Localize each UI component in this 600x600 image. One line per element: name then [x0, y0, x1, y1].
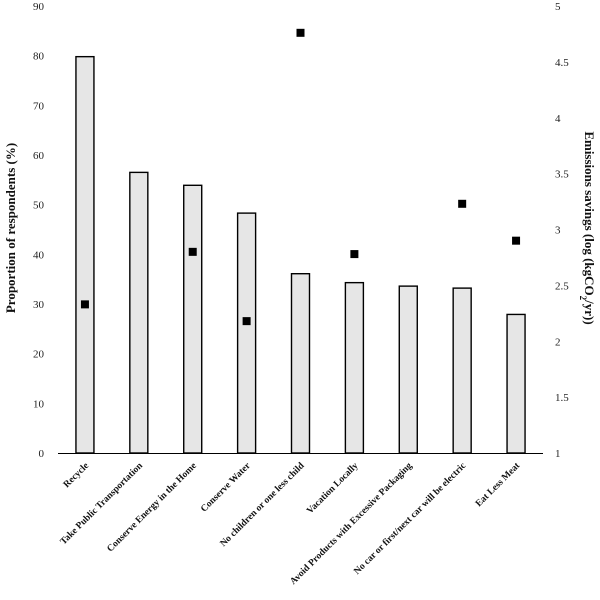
left-tick-label: 90	[33, 1, 45, 13]
right-tick-label: 1	[555, 448, 561, 460]
right-tick-label: 2	[555, 336, 561, 348]
left-tick-label: 80	[33, 51, 45, 63]
category-label: Eat Less Meat	[474, 460, 523, 509]
right-tick-label: 3	[555, 225, 561, 237]
left-tick-label: 70	[33, 100, 45, 112]
left-tick-label: 0	[39, 448, 45, 460]
right-tick-label: 4.5	[555, 57, 569, 69]
right-axis-ticks: 1 1.5 2 2.5 3 3.5 4 4.5 5	[555, 1, 569, 460]
bar-series	[75, 55, 526, 454]
left-tick-label: 20	[33, 349, 45, 361]
data-point-marker	[188, 247, 197, 256]
bar	[236, 212, 257, 454]
right-tick-label: 4	[555, 113, 561, 125]
right-tick-label: 3.5	[555, 169, 569, 181]
bar	[344, 281, 365, 454]
bar	[290, 273, 311, 454]
bar	[75, 55, 95, 454]
right-tick-label: 1.5	[555, 392, 569, 404]
right-tick-label: 2.5	[555, 280, 569, 292]
left-tick-label: 40	[33, 249, 45, 261]
left-tick-label: 60	[33, 150, 45, 162]
data-point-marker	[296, 28, 305, 37]
bar	[183, 184, 203, 454]
left-tick-label: 50	[33, 200, 45, 212]
left-axis-title: Proportion of respondents (%)	[3, 143, 18, 313]
bar	[506, 313, 526, 454]
bar	[452, 287, 472, 454]
data-point-marker	[350, 250, 359, 259]
category-label: Conserve Water	[199, 461, 253, 515]
category-label: Conserve Energy in the Home	[106, 461, 199, 554]
bar	[129, 171, 149, 454]
right-axis-title: Emissions savings (log (kgCO2/yr))	[578, 131, 597, 324]
data-point-marker	[242, 317, 251, 326]
data-point-marker	[80, 300, 89, 309]
category-label: Recycle	[62, 461, 91, 490]
bar	[398, 285, 418, 454]
right-tick-label: 5	[555, 1, 561, 13]
marker-series	[80, 28, 521, 326]
left-tick-label: 10	[33, 398, 45, 410]
left-tick-label: 30	[33, 299, 45, 311]
left-axis-ticks: 0 10 20 30 40 50 60 70 80 90	[33, 1, 45, 460]
category-label: Avoid Products with Excessive Packaging	[289, 461, 415, 587]
data-point-marker	[512, 236, 521, 245]
category-label: No car or first/next car will be electri…	[352, 461, 468, 577]
data-point-marker	[458, 199, 467, 208]
category-label: Vacation Locally	[305, 461, 360, 516]
